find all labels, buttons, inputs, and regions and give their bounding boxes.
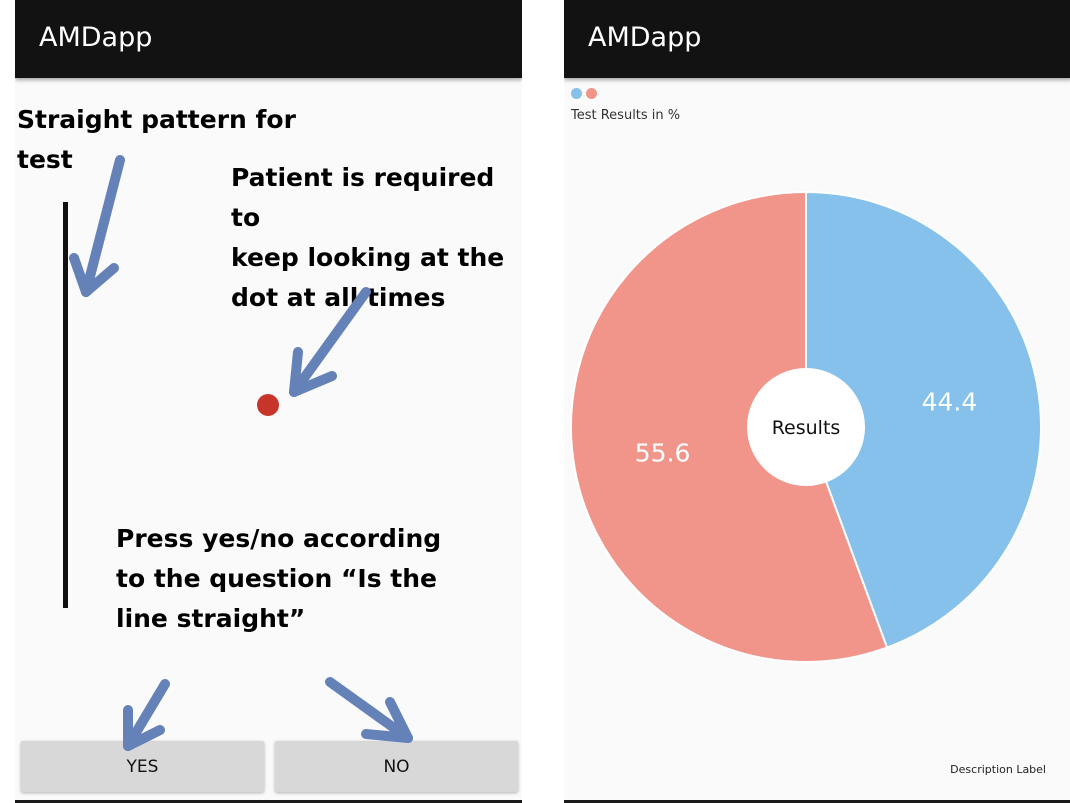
annotation-press: Press yes/no according to the question “… — [116, 519, 441, 639]
pie-center-hole — [747, 368, 865, 486]
app-title: AMDapp — [39, 22, 153, 53]
legend-swatch — [586, 88, 597, 99]
pie-chart[interactable]: 44.4 55.6 Results — [564, 0, 1070, 803]
annotation-line: Press yes/no according — [116, 524, 442, 553]
slice-value-label: 55.6 — [635, 439, 691, 468]
pie-slice[interactable] — [805, 190, 1042, 649]
fixation-dot — [257, 394, 279, 416]
results-screen: AMDapp Test Results in % 44.4 55.6 Results… — [564, 0, 1070, 803]
annotation-line: to the question “Is the — [116, 564, 437, 593]
pie-slice[interactable] — [570, 190, 889, 663]
app-bar: AMDapp — [564, 0, 1070, 78]
app-bar: AMDapp — [15, 0, 522, 78]
annotation-line: line straight” — [116, 604, 306, 633]
annotation-line: Straight pattern for — [17, 105, 296, 134]
annotation-line: keep looking at the — [231, 243, 505, 272]
annotation-line: Patient is required to — [231, 163, 495, 232]
chart-description: Test Results in % — [571, 108, 681, 123]
screen-bottom-edge — [564, 800, 1070, 803]
slice-value-label: 44.4 — [922, 387, 978, 416]
chart-legend — [571, 88, 597, 99]
yes-button[interactable]: YES — [21, 741, 264, 792]
straight-test-line — [63, 202, 68, 608]
description-label: Description Label — [950, 763, 1046, 776]
annotation-line: dot at all times — [231, 283, 446, 312]
annotation-patient: Patient is required to keep looking at t… — [231, 158, 522, 318]
test-screen: AMDapp Straight pattern for test Patient… — [15, 0, 522, 803]
screen-bottom-edge — [15, 800, 522, 803]
no-button[interactable]: NO — [275, 741, 518, 792]
pie-center-label: Results — [772, 417, 841, 439]
legend-swatch — [571, 88, 582, 99]
app-title: AMDapp — [588, 22, 702, 53]
annotation-line: test — [17, 145, 73, 174]
annotation-pattern: Straight pattern for test — [17, 100, 296, 180]
